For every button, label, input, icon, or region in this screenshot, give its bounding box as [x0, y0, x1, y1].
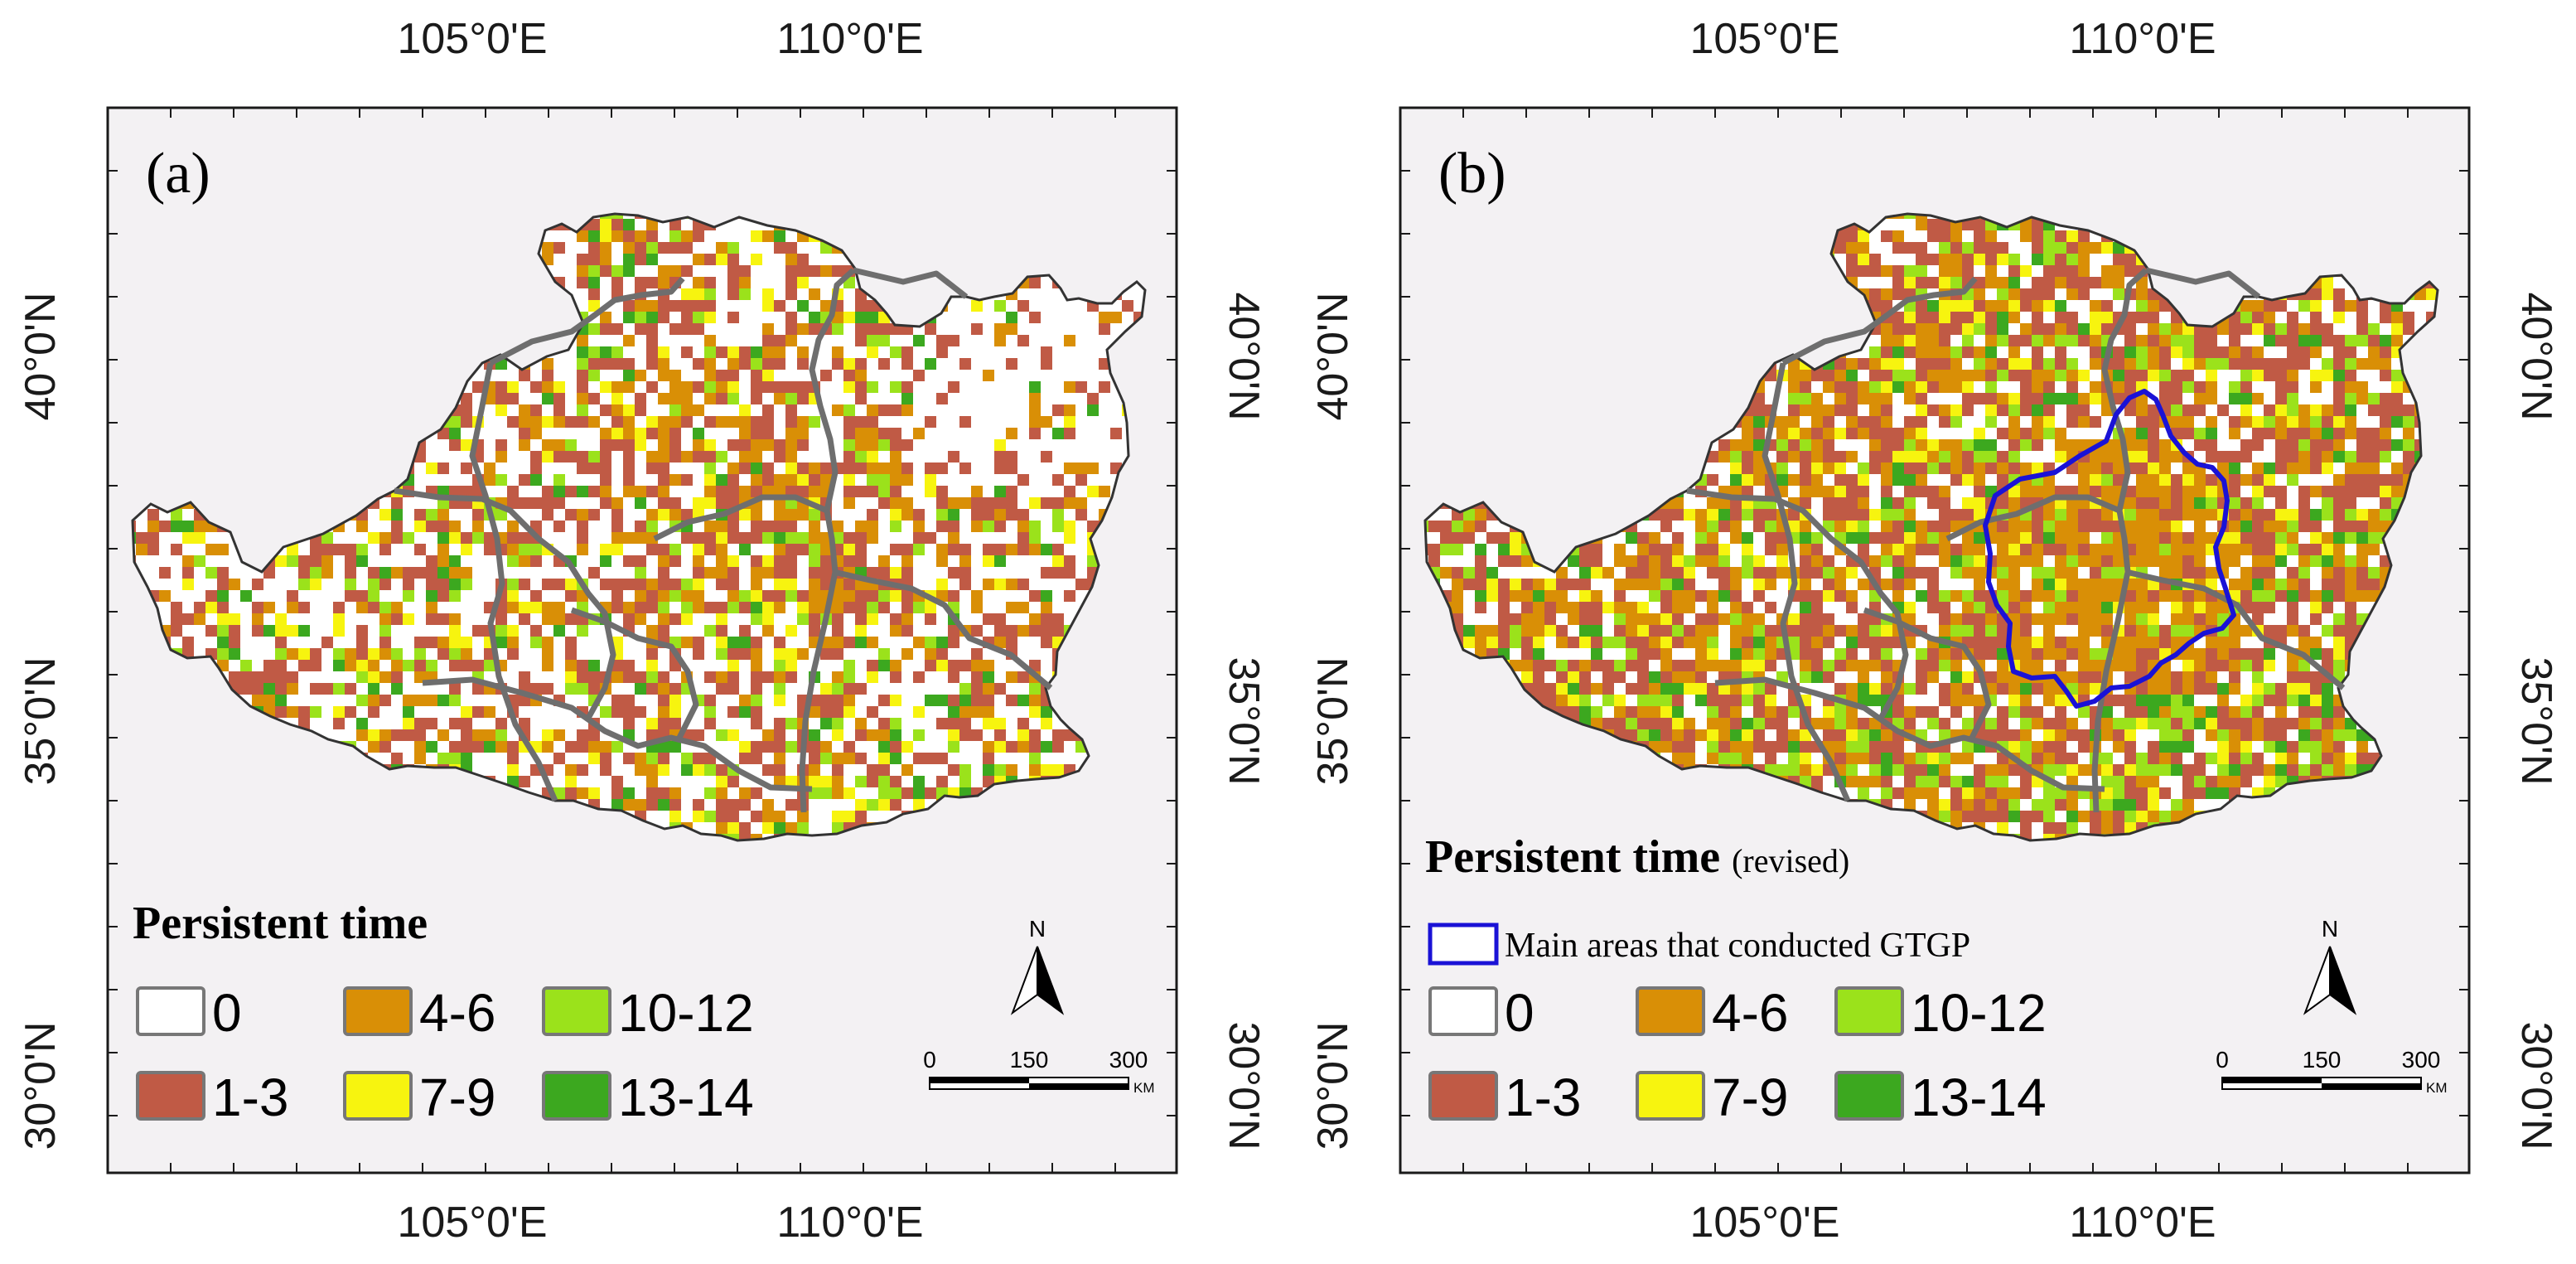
left-lat-tick: 30°0'N [1309, 1021, 1357, 1150]
province-boundary [1762, 362, 1851, 802]
right-lat-tick: 40°0'N [2512, 292, 2560, 420]
left-lat-tick: 40°0'N [17, 292, 65, 420]
scale-bar-seg [930, 1078, 1029, 1083]
legend-label-13-14: 13-14 [618, 1068, 754, 1127]
scale-bar-seg [2222, 1078, 2322, 1083]
legend-label-10-12: 10-12 [1911, 983, 2047, 1043]
legend: Persistent time (revised) Main areas that … [1425, 831, 2047, 1127]
left-lat-tick: 35°0'N [1309, 656, 1357, 785]
scale-bar: 0 150 300 KM [923, 1047, 1154, 1096]
right-lat-tick: 30°0'N [1220, 1021, 1268, 1150]
top-lon-tick: 110°0'E [2069, 15, 2216, 63]
legend-swatch-10-12 [542, 986, 611, 1036]
province-boundary [1686, 487, 1909, 723]
legend-title-suffix: (revised) [1732, 842, 1849, 879]
scale-unit: KM [2426, 1080, 2448, 1096]
left-lat-tick: 35°0'N [17, 656, 65, 785]
legend-swatch-4-6 [343, 986, 413, 1036]
right-lat-tick: 30°0'N [2512, 1021, 2560, 1150]
panel-a: (a) Persistent time 0 1-3 4-6 7-9 10-12 13-14 N 0… [106, 106, 1178, 1174]
scale-tick-0: 0 [2216, 1047, 2229, 1073]
scale-tick-300: 300 [2402, 1047, 2441, 1073]
left-lat-tick: 40°0'N [1309, 292, 1357, 420]
province-boundary [2125, 569, 2346, 690]
legend-title: Persistent time [133, 898, 428, 949]
bottom-lon-tick: 110°0'E [776, 1199, 923, 1247]
legend-label-7-9: 7-9 [1712, 1068, 1789, 1127]
legend-swatch-4-6 [1636, 986, 1705, 1036]
right-lat-tick: 35°0'N [1220, 656, 1268, 785]
north-arrow: N [1010, 916, 1065, 1015]
scale-tick-300: 300 [1109, 1047, 1148, 1073]
legend-swatch-10-12 [1834, 986, 1904, 1036]
province-boundary [1714, 676, 2105, 792]
scale-bar-seg [1029, 1083, 1129, 1089]
legend-swatch-13-14 [1834, 1071, 1904, 1121]
panels-layer: (a) Persistent time 0 1-3 4-6 7-9 10-12 13-14 N 0… [17, 15, 2560, 1247]
province-boundary [1781, 276, 1978, 366]
province-boundary [853, 267, 969, 299]
legend-label-4-6: 4-6 [419, 983, 496, 1043]
panel-label: (b) [1438, 142, 1506, 206]
frame-ticks [107, 107, 1177, 1173]
scale-unit: KM [1133, 1080, 1155, 1096]
top-lon-tick: 105°0'E [397, 15, 547, 63]
top-lon-tick: 105°0'E [1689, 15, 1839, 63]
province-boundary [1863, 607, 1992, 739]
legend-swatch-7-9 [1636, 1071, 1705, 1121]
province-boundary [799, 268, 856, 813]
legend-label-1-3: 1-3 [1505, 1068, 1582, 1127]
panel-b: (b) Persistent time (revised) Main areas th… [1399, 106, 2471, 1174]
legend-label-0: 0 [1505, 983, 1534, 1043]
legend-gtgp-label: Main areas that conducted GTGP [1505, 927, 1970, 965]
north-arrow-right [1037, 946, 1065, 1015]
panel-label: (a) [146, 142, 210, 206]
legend-swatch-7-9 [343, 1071, 413, 1121]
legend: Persistent time 0 1-3 4-6 7-9 10-12 13-14 [133, 898, 754, 1127]
province-boundary [1945, 494, 2121, 542]
right-lat-tick: 35°0'N [2512, 656, 2560, 785]
left-lat-tick: 30°0'N [17, 1021, 65, 1150]
bottom-lon-tick: 105°0'E [397, 1199, 547, 1247]
legend-gtgp-swatch [1428, 923, 1499, 966]
scale-tick-150: 150 [1010, 1047, 1049, 1073]
legend-label-13-14: 13-14 [1911, 1068, 2047, 1127]
legend-title: Persistent time (revised) [1425, 831, 1849, 883]
north-arrow-right [2329, 946, 2357, 1015]
gtgp-area-outline [1983, 389, 2236, 709]
north-label: N [1029, 916, 1046, 942]
province-boundary [570, 607, 699, 739]
province-boundary [653, 494, 829, 542]
bottom-lon-tick: 110°0'E [2069, 1199, 2216, 1247]
province-boundary [489, 276, 685, 366]
scale-bar: 0 150 300 KM [2216, 1047, 2447, 1096]
province-boundary [422, 676, 813, 792]
legend-label-0: 0 [212, 983, 242, 1043]
legend-label-10-12: 10-12 [618, 983, 754, 1043]
scale-tick-150: 150 [2303, 1047, 2342, 1073]
scale-tick-0: 0 [923, 1047, 936, 1073]
north-label: N [2322, 916, 2338, 942]
province-boundary [2145, 267, 2261, 299]
legend-label-7-9: 7-9 [419, 1068, 496, 1127]
legend-swatch-0 [1428, 986, 1498, 1036]
legend-swatch-0 [136, 986, 205, 1036]
frame-ticks [1399, 107, 2469, 1173]
legend-swatch-1-3 [136, 1071, 205, 1121]
legend-label-1-3: 1-3 [212, 1068, 289, 1127]
province-boundary [833, 569, 1053, 690]
legend-label-4-6: 4-6 [1712, 983, 1789, 1043]
province-boundary [394, 487, 616, 723]
north-arrow: N [2303, 916, 2357, 1015]
legend-swatch-13-14 [542, 1071, 611, 1121]
scale-bar-seg [2322, 1083, 2421, 1089]
bottom-lon-tick: 105°0'E [1689, 1199, 1839, 1247]
top-lon-tick: 110°0'E [776, 15, 923, 63]
right-lat-tick: 40°0'N [1220, 292, 1268, 420]
province-boundary [469, 362, 558, 802]
legend-swatch-1-3 [1428, 1071, 1498, 1121]
